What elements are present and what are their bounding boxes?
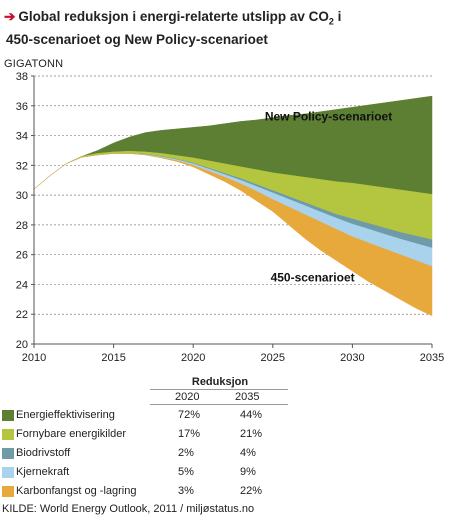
reduction-year-2035: 2035 <box>235 391 260 403</box>
x-tick-label: 2025 <box>261 352 285 364</box>
annotation-label: New Policy-scenarioet <box>265 110 392 124</box>
value-2020: 5% <box>178 466 194 478</box>
y-tick-label: 30 <box>16 190 28 202</box>
table-row: Fornybare energikilder 17% 21% <box>0 426 450 444</box>
x-tick-label: 2015 <box>101 352 125 364</box>
table-row: Kjernekraft 5% 9% <box>0 464 450 482</box>
value-2035: 4% <box>240 447 256 459</box>
value-2020: 17% <box>178 428 201 440</box>
reduction-title-rule <box>150 389 288 390</box>
y-tick-label: 20 <box>16 339 28 351</box>
legend-swatch <box>2 410 14 421</box>
title-line-1: ➔ Global reduksjon i energi-relaterte uts… <box>4 9 342 27</box>
x-tick-label: 2020 <box>181 352 205 364</box>
row-label: Energieffektivisering <box>16 409 115 421</box>
annotation-label: 450-scenarioet <box>271 270 355 284</box>
tick-labels: 20 22 24 26 28 30 32 34 36 38 2010 2015 2020 2025 2030… <box>16 71 444 364</box>
y-tick-label: 24 <box>16 279 28 291</box>
legend-swatch <box>2 448 14 459</box>
legend-swatch <box>2 429 14 440</box>
area-chart: 20 22 24 26 28 30 32 34 36 38 2010 2015 2020 2025 2030… <box>16 71 444 364</box>
source-note: KILDE: World Energy Outlook, 2011 / milj… <box>2 503 255 515</box>
value-2020: 72% <box>178 409 201 421</box>
arrow-icon: ➔ <box>4 9 16 24</box>
reduction-year-2020: 2020 <box>175 391 200 403</box>
chart-title: ➔ Global reduksjon i energi-relaterte uts… <box>4 8 444 48</box>
value-2035: 44% <box>240 409 263 421</box>
reduction-title: Reduksjon <box>191 376 249 388</box>
area-karbonfangst <box>33 153 433 317</box>
y-axis-label: GIGATONN <box>4 58 64 70</box>
row-label: Biodrivstoff <box>16 447 71 459</box>
title-line-2: 450-scenarioet og New Policy-scenarioet <box>6 31 268 47</box>
y-tick-label: 34 <box>16 131 28 143</box>
legend-swatch <box>2 467 14 478</box>
table-row: Energieffektivisering 72% 44% <box>0 407 450 425</box>
row-label: Fornybare energikilder <box>16 428 127 440</box>
reduction-header-rule <box>150 404 288 405</box>
value-2035: 9% <box>240 466 256 478</box>
y-tick-label: 38 <box>16 71 28 83</box>
x-tick-label: 2010 <box>22 352 46 364</box>
row-label: Karbonfangst og -lagring <box>16 485 137 497</box>
value-2020: 3% <box>178 485 194 497</box>
x-tick-label: 2035 <box>420 352 444 364</box>
area-series <box>33 95 433 317</box>
table-row: Biodrivstoff 2% 4% <box>0 445 450 463</box>
y-tick-label: 36 <box>16 101 28 113</box>
value-2020: 2% <box>178 447 194 459</box>
value-2035: 22% <box>240 485 263 497</box>
value-2035: 21% <box>240 428 263 440</box>
axes <box>31 75 433 348</box>
x-tick-label: 2030 <box>340 352 364 364</box>
table-row: Karbonfangst og -lagring 3% 22% <box>0 483 450 501</box>
y-tick-label: 26 <box>16 250 28 262</box>
y-tick-label: 32 <box>16 160 28 172</box>
row-label: Kjernekraft <box>16 466 70 478</box>
y-tick-label: 28 <box>16 220 28 232</box>
annotations: New Policy-scenarioet 450-scenarioet <box>265 110 392 285</box>
legend-swatch <box>2 486 14 497</box>
y-tick-label: 22 <box>16 309 28 321</box>
